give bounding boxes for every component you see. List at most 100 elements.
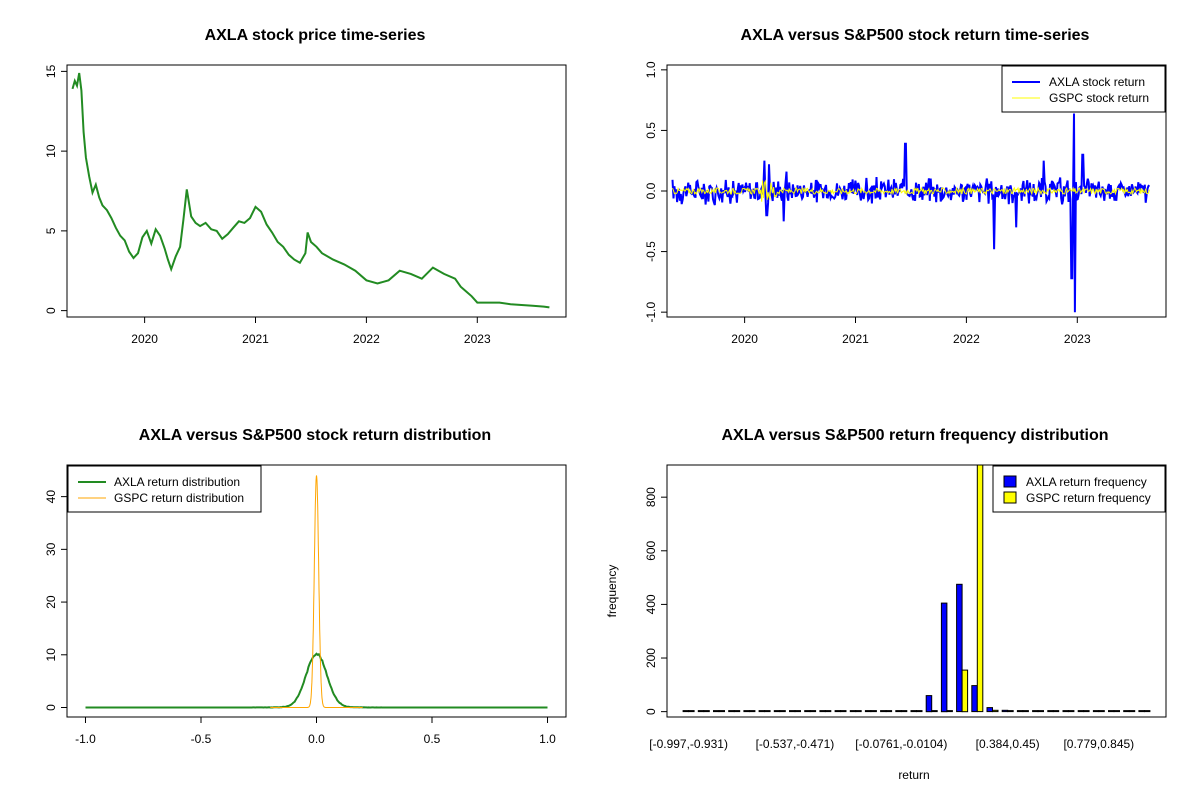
gspc-freq-bar (900, 710, 908, 713)
axla-freq-bar (1032, 710, 1039, 713)
price-x-tick-label: 2020 (131, 332, 158, 346)
returns-chart-marks: 2020 2021 2022 2023 -1.0 -0.5 0.0 0.5 1.0 (644, 61, 1151, 346)
returns-legend: AXLA stock return GSPC stock return (1001, 65, 1166, 113)
axla-freq-bar (940, 602, 948, 713)
axla-freq-bar (819, 710, 826, 713)
axla-freq-bar (880, 710, 887, 713)
price-y-tick-label: 15 (44, 64, 58, 78)
density-y-tick-label: 0 (44, 704, 58, 711)
price-line (71, 72, 550, 309)
freq-chart-marks: [-0.997,-0.931) [-0.537,-0.471) [-0.0761,-… (644, 464, 1151, 751)
density-x-tick-label: -0.5 (191, 732, 212, 746)
density-legend: AXLA return distribution GSPC return dis… (67, 465, 262, 513)
axla-freq-bar (728, 710, 735, 713)
gspc-freq-bar (1083, 710, 1090, 713)
freq-legend-axla-label: AXLA return frequency (1026, 475, 1147, 489)
axla-freq-bar (789, 710, 796, 713)
gspc-freq-bar (885, 710, 893, 713)
gspc-freq-bar (794, 710, 801, 713)
density-legend-gspc-label: GSPC return distribution (114, 491, 244, 505)
density-chart-marks: -1.0 -0.5 0.0 0.5 1.0 0 10 20 30 40 (44, 475, 556, 746)
axla-freq-bar (925, 695, 933, 713)
axla-freq-bar (1077, 710, 1085, 713)
freq-x-tick-label: [-0.997,-0.931) (649, 737, 728, 751)
gspc-freq-bar (764, 710, 771, 713)
axla-return-line (671, 113, 1151, 313)
gspc-freq-bar (748, 710, 756, 713)
axla-freq-bar (1016, 710, 1024, 713)
axla-freq-bar (758, 710, 766, 713)
freq-legend-box (992, 465, 1166, 513)
axla-freq-bar (849, 710, 857, 713)
freq-chart-frame (666, 464, 1167, 718)
gspc-freq-bar (931, 710, 938, 713)
axla-freq-bar (743, 710, 750, 713)
axla-freq-bar (697, 710, 705, 713)
axla-freq-bar (1001, 709, 1009, 713)
freq-x-tick-label: [-0.537,-0.471) (756, 737, 835, 751)
freq-x-axis-label: return (898, 768, 929, 782)
density-legend-axla-label: AXLA return distribution (114, 475, 240, 489)
freq-y-tick-label: 400 (644, 594, 658, 614)
gspc-freq-bar (870, 710, 877, 713)
axla-freq-bar (986, 707, 993, 713)
gspc-freq-bar (1113, 710, 1120, 713)
axla-freq-bar (773, 710, 781, 713)
gspc-return-line (672, 179, 1150, 202)
price-y-tick-label: 5 (44, 227, 58, 234)
freq-chart-title: AXLA versus S&P500 return frequency dist… (721, 427, 1108, 444)
axla-freq-bar (895, 710, 902, 713)
gspc-density-line (270, 475, 363, 708)
returns-y-tick-label: -1.0 (644, 301, 658, 322)
returns-chart: AXLA versus S&P500 stock return time-ser… (644, 27, 1167, 346)
freq-legend-gspc-swatch (1003, 491, 1017, 504)
returns-legend-box (1001, 65, 1166, 113)
returns-legend-gspc-label: GSPC stock return (1049, 91, 1149, 105)
gspc-freq-bar (809, 710, 817, 713)
density-x-tick-label: 1.0 (539, 732, 556, 746)
gspc-freq-bar (1143, 710, 1151, 713)
density-y-tick-label: 40 (44, 490, 58, 504)
returns-y-tick-label: 0.0 (644, 182, 658, 199)
axla-freq-bar (834, 710, 842, 713)
density-chart-frame (66, 464, 567, 718)
axla-freq-bar (910, 710, 917, 713)
freq-x-tick-label: [0.779,0.845) (1063, 737, 1134, 751)
freq-x-tick-label: [0.384,0.45) (976, 737, 1040, 751)
gspc-freq-bar (992, 709, 999, 713)
axla-freq-bar (804, 710, 811, 713)
freq-legend: AXLA return frequency GSPC return freque… (992, 465, 1166, 513)
freq-y-tick-label: 800 (644, 487, 658, 507)
axla-freq-bar (713, 710, 720, 713)
gspc-freq-bar (1007, 710, 1014, 713)
freq-chart: AXLA versus S&P500 return frequency dist… (605, 427, 1167, 782)
gspc-freq-bar (1067, 710, 1075, 713)
returns-x-tick-label: 2021 (842, 332, 869, 346)
returns-legend-axla-label: AXLA stock return (1049, 75, 1145, 89)
axla-freq-bar (1092, 710, 1100, 713)
freq-y-tick-label: 600 (644, 540, 658, 560)
returns-x-tick-label: 2023 (1064, 332, 1091, 346)
density-x-tick-label: -1.0 (75, 732, 96, 746)
price-chart-frame (66, 64, 567, 318)
price-chart: AXLA stock price time-series 2020 2021 202… (44, 27, 567, 346)
price-x-tick-label: 2022 (353, 332, 380, 346)
price-y-tick-label: 10 (44, 144, 58, 158)
gspc-freq-bar (855, 710, 862, 713)
price-y-tick-label: 0 (44, 307, 58, 314)
density-chart-title: AXLA versus S&P500 stock return distribu… (139, 427, 491, 444)
gspc-freq-bar (1128, 710, 1136, 713)
gspc-freq-bar (688, 710, 695, 713)
axla-freq-bar (1062, 710, 1069, 713)
freq-y-axis-label: frequency (605, 565, 619, 618)
gspc-freq-bar (718, 710, 725, 713)
price-x-tick-label: 2023 (464, 332, 491, 346)
axla-freq-bar (1047, 710, 1054, 713)
gspc-freq-bar (961, 669, 969, 713)
freq-y-tick-label: 0 (644, 708, 658, 715)
freq-legend-gspc-label: GSPC return frequency (1026, 491, 1151, 505)
gspc-freq-bar (1037, 710, 1044, 713)
price-x-tick-label: 2021 (242, 332, 269, 346)
returns-chart-title: AXLA versus S&P500 stock return time-ser… (741, 27, 1090, 44)
